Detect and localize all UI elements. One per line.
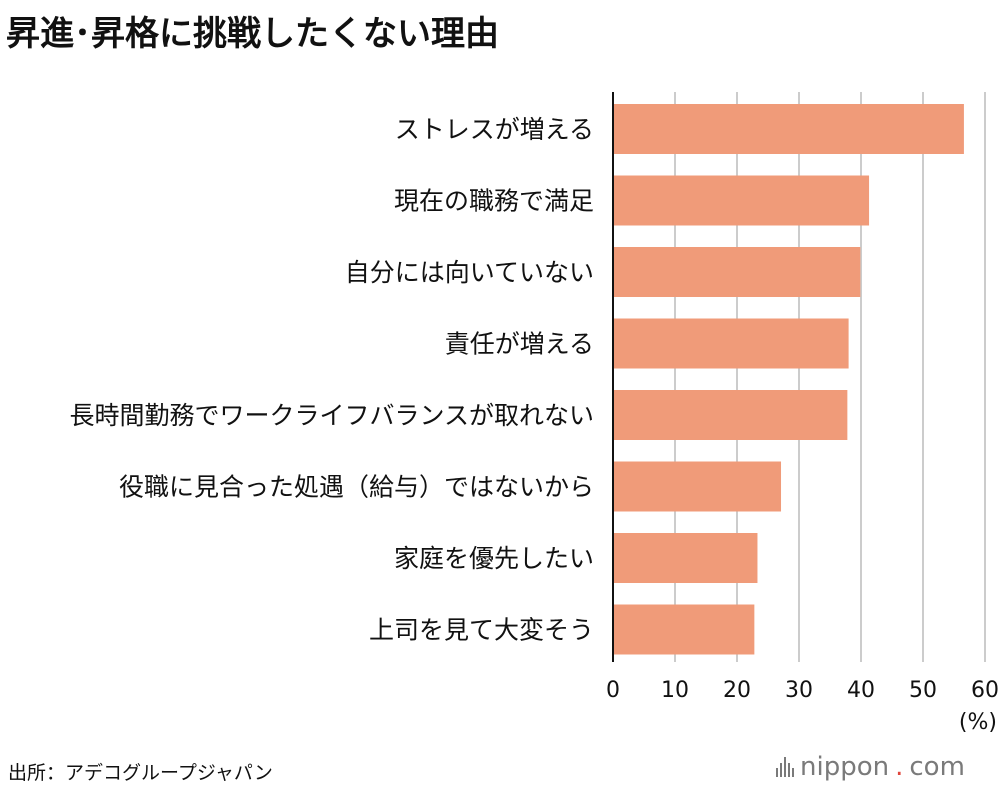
brand-dot: .	[895, 752, 904, 782]
category-label-5: 役職に見合った処遇（給与）ではないから	[119, 473, 594, 502]
bar-layer	[613, 104, 964, 655]
category-label-4: 長時間勤務でワークライフバランスが取れない	[69, 401, 594, 430]
category-label-6: 家庭を優先したい	[394, 544, 594, 573]
bar-2	[613, 247, 861, 297]
tick-label-layer: 0 10 20 30 40 50 60	[606, 678, 999, 703]
x-tick-label-0: 0	[606, 678, 620, 703]
source-note: 出所：アデコグループジャパン	[8, 762, 273, 784]
bar-4	[613, 390, 848, 440]
category-label-3: 責任が増える	[445, 330, 594, 359]
x-tick-label-10: 10	[661, 678, 689, 703]
category-label-layer: ストレスが増える現在の職務で満足自分には向いていない責任が増える長時間勤務でワー…	[69, 115, 594, 645]
bar-5	[613, 461, 782, 512]
bar-6	[613, 533, 758, 583]
unit-label: (%)	[959, 710, 997, 735]
bar-chart: ストレスが増える現在の職務で満足自分には向いていない責任が増える長時間勤務でワー…	[69, 92, 999, 735]
x-tick-label-40: 40	[847, 678, 875, 703]
bar-3	[613, 318, 849, 369]
x-tick-label-20: 20	[723, 678, 751, 703]
category-label-7: 上司を見て大変そう	[369, 616, 594, 645]
chart-title: 昇進･昇格に挑戦したくない理由	[6, 14, 499, 54]
category-label-1: 現在の職務で満足	[394, 187, 594, 216]
brand-tld: com	[909, 752, 965, 782]
bar-7	[613, 604, 755, 655]
x-tick-label-60: 60	[971, 678, 999, 703]
x-tick-label-50: 50	[909, 678, 937, 703]
brand-logo: nippon. com	[776, 752, 965, 782]
x-tick-label-30: 30	[785, 678, 813, 703]
category-label-2: 自分には向いていない	[345, 258, 594, 287]
bar-0	[613, 104, 964, 154]
category-label-0: ストレスが増える	[395, 115, 594, 144]
brand-name: nippon	[800, 752, 890, 782]
bar-1	[613, 175, 870, 226]
brand-mark-icon	[776, 757, 794, 777]
